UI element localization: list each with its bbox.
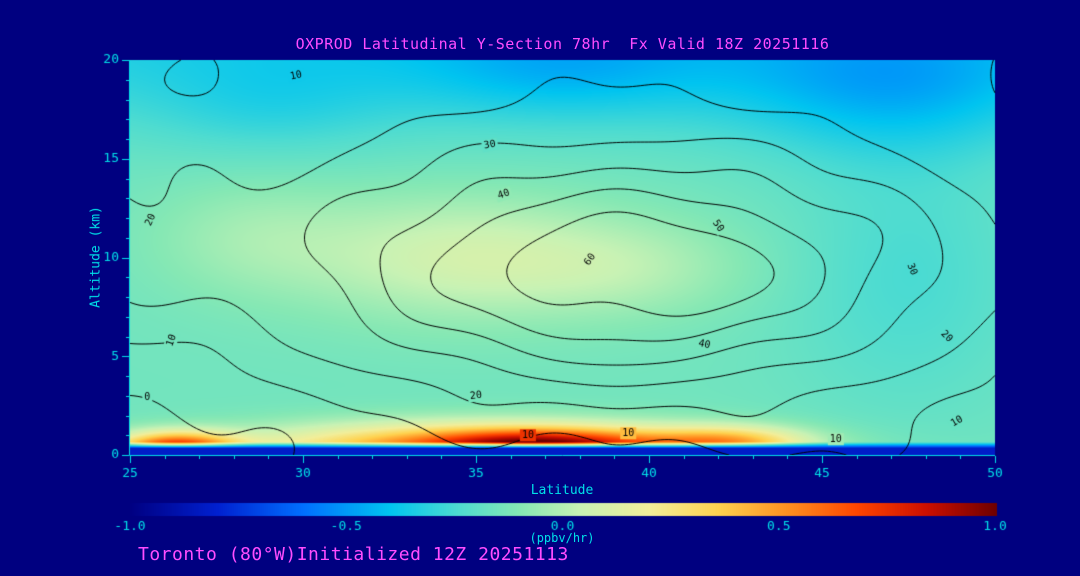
colorbar-units-label: (ppbv/hr)	[529, 531, 595, 545]
x-axis-label: Latitude	[530, 483, 594, 498]
plot-title: OXPROD Latitudinal Y-Section 78hr Fx Val…	[295, 35, 830, 53]
footer-annotation: Toronto (80°W)Initialized 12Z 20251113	[138, 544, 569, 565]
y-axis-label: Altitude (km)	[88, 206, 104, 308]
